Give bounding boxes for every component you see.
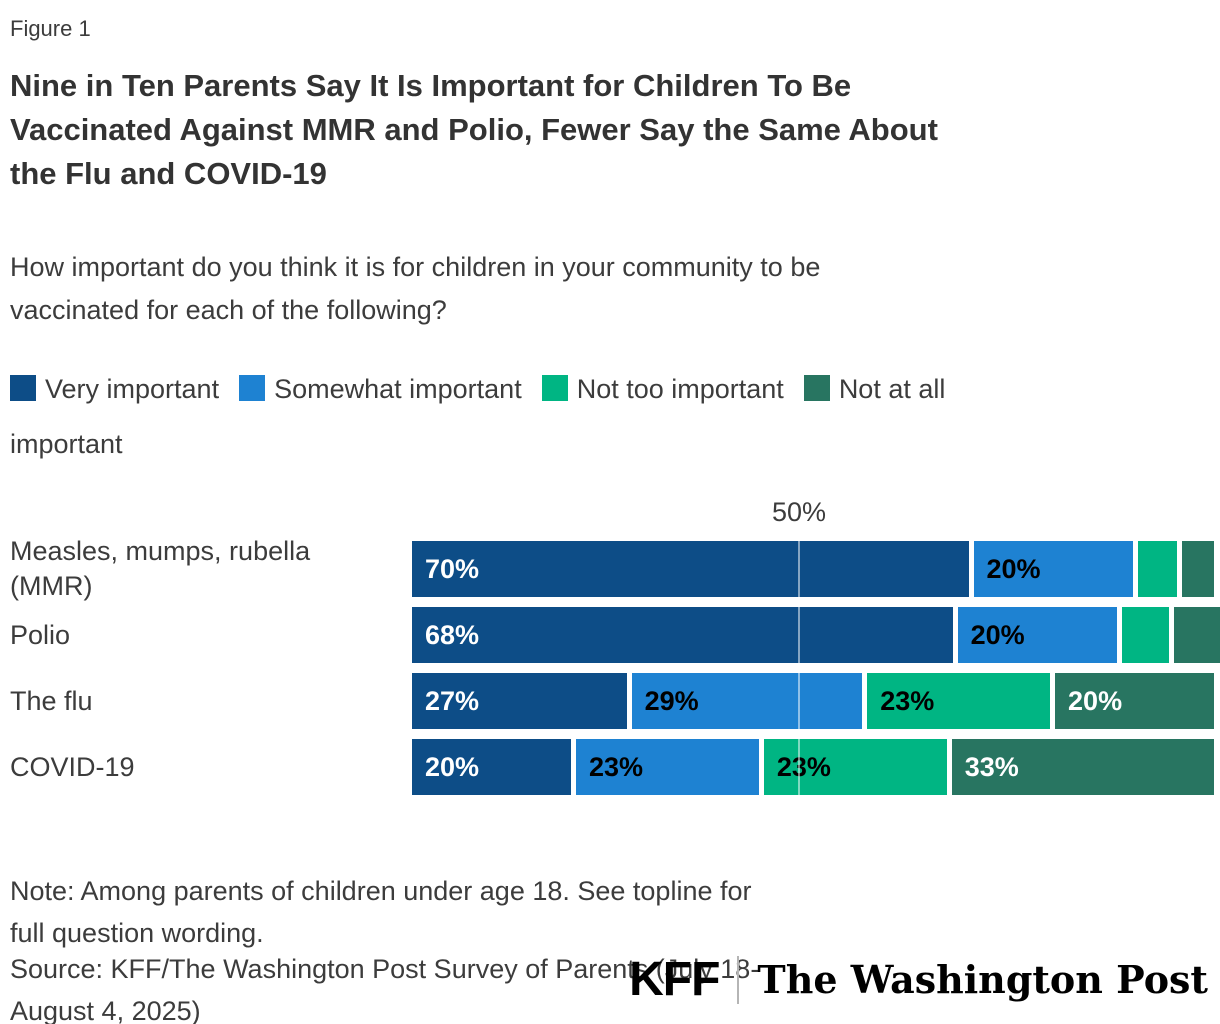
chart-subtitle: How important do you think it is for chi… [10,246,1090,332]
bar-segment-not-at-all-important [1182,541,1215,597]
bar-segment-very-important: 27% [412,673,627,729]
bar-value-label: 23% [880,685,935,716]
bar-value-label: 23% [589,751,644,782]
text-line: full question wording. [10,918,264,948]
bar-value-label: 33% [964,751,1019,782]
bar-value-label: 20% [1068,685,1123,716]
kff-logo: KFF [629,953,720,1006]
bar-row-polio: Polio 68% 20% [10,607,1220,663]
bar-rows: Measles, mumps, rubella (MMR) 70% 20% Polio… [10,536,1220,805]
text-line: Vaccinated Against MMR and Polio, Fewer … [10,112,938,147]
category-label: Measles, mumps, rubella (MMR) [10,536,311,601]
bar-segment-not-at-all-important: 33% [951,739,1215,795]
bar-segment-somewhat-important: 29% [631,673,863,729]
logo-divider [737,955,740,1004]
legend-swatch-not-too-important [541,375,568,401]
legend-swatch-very-important [10,375,36,401]
bar-track: 20% 23% 23% 33% [412,739,1215,795]
bar-segment-somewhat-important: 23% [576,739,759,795]
bar-row-measles-mumps-rubella-mmr-: Measles, mumps, rubella (MMR) 70% 20% [10,536,1220,601]
bar-segment-not-at-all-important: 20% [1055,673,1215,729]
bar-track: 27% 29% 23% 20% [412,673,1215,729]
legend-swatch-not-at-all-important [803,375,830,401]
axis-tick-50-percent: 50% [771,497,827,527]
bar-segment-somewhat-important: 20% [973,541,1133,597]
text-line: Nine in Ten Parents Say It Is Important … [10,68,852,103]
logo-row: KFF The Washington Post [629,952,1208,1007]
bar-segment-not-too-important [1137,541,1178,597]
bar-track: 70% 20% [412,541,1215,597]
text-line: August 4, 2025) [10,996,201,1024]
bar-value-label: 20% [986,553,1041,584]
bar-segment-very-important: 70% [412,541,969,597]
legend: Very important Somewhat important Not too … [10,362,1010,472]
bar-value-label: 23% [776,751,831,782]
legend-swatch-somewhat-important [239,375,266,401]
legend-label-somewhat-important: Somewhat important [274,374,522,404]
chart-title: Nine in Ten Parents Say It Is Important … [10,64,1215,196]
bar-segment-very-important: 20% [412,739,571,795]
figure-label: Figure 1 [10,16,91,41]
bar-segment-not-at-all-important [1174,607,1220,663]
bar-segment-very-important: 68% [412,607,953,663]
category-label: The flu [10,685,93,716]
category-label: Polio [10,619,71,650]
bar-row-the-flu: The flu 27% 29% 23% 20% [10,673,1220,729]
source-text: Source: KFF/The Washington Post Survey o… [10,948,760,1024]
legend-label-very-important: Very important [45,374,220,404]
bar-segment-not-too-important: 23% [867,673,1051,729]
note-text: Note: Among parents of children under ag… [10,870,780,954]
text-line: Note: Among parents of children under ag… [10,876,752,906]
bar-value-label: 29% [644,685,699,716]
bar-value-label: 70% [425,553,480,584]
bar-value-label: 27% [425,685,480,716]
bar-value-label: 68% [425,619,480,650]
stacked-bar-chart: 50% Measles, mumps, rubella (MMR) 70% 20% P… [10,497,1220,797]
washington-post-logo: The Washington Post [757,957,1208,1002]
bar-value-label: 20% [970,619,1025,650]
text-line: How important do you think it is for chi… [10,252,821,282]
legend-label-not-too-important: Not too important [576,374,784,404]
bar-track: 68% 20% [412,607,1220,663]
text-line: Source: KFF/The Washington Post Survey o… [10,954,760,984]
bar-segment-not-too-important: 23% [763,739,947,795]
text-line: vaccinated for each of the following? [10,295,447,325]
text-line: the Flu and COVID-19 [10,156,327,191]
bar-row-covid-19: COVID-19 20% 23% 23% 33% [10,739,1220,795]
bar-segment-somewhat-important: 20% [957,607,1117,663]
bar-segment-not-too-important [1121,607,1170,663]
category-label: COVID-19 [10,751,135,782]
bar-value-label: 20% [425,751,480,782]
legend-label-not-at-all-important: Not at all important [10,374,946,459]
